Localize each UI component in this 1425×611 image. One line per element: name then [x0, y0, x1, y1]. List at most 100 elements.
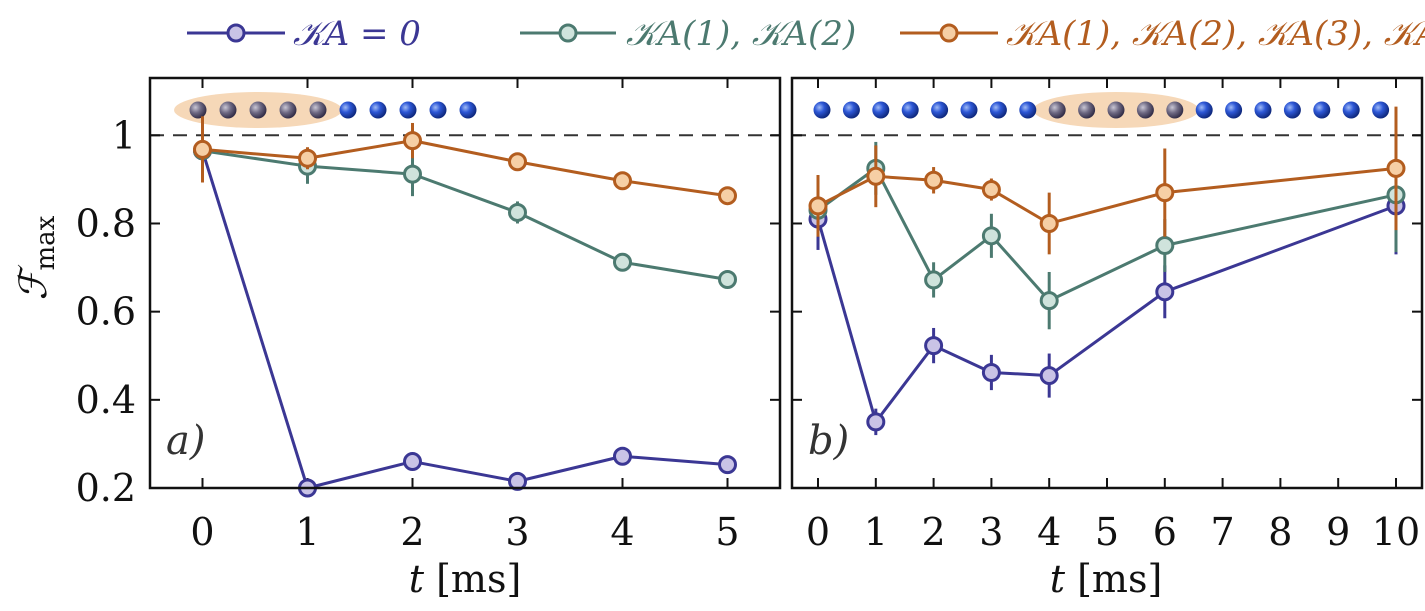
data-point-a-1: [508, 202, 527, 222]
atom: [459, 101, 477, 119]
atom-highlighted: [1048, 101, 1066, 119]
data-point-a-2: [193, 139, 212, 159]
y-tick-label-a: 0.6: [76, 290, 136, 334]
data-point-a-2: [613, 171, 632, 191]
svg-text:t [ms]: t [ms]: [1050, 557, 1163, 601]
series-line-b-1: [817, 166, 1397, 303]
atom: [1254, 101, 1272, 119]
atom: [931, 101, 949, 119]
atom: [842, 101, 860, 119]
series-line-a-1: [202, 149, 728, 281]
data-point-a-2: [508, 152, 527, 172]
atom: [1313, 101, 1331, 119]
atom: [813, 101, 831, 119]
x-tick-label-a: 3: [505, 510, 529, 554]
data-point-a-0: [508, 471, 527, 491]
legend: 𝒦A = 0 𝒦A(1), 𝒦A(2) 𝒦A(1), 𝒦A(2), 𝒦A(3),…: [187, 14, 1425, 54]
legend-label-ka-two-ops: 𝒦A(1), 𝒦A(2): [626, 14, 856, 54]
atom: [1342, 101, 1360, 119]
data-point-b-1: [924, 270, 944, 290]
x-axis-title-a: t [ms]: [409, 557, 522, 601]
series-line-a-0: [201, 150, 728, 490]
legend-entry-ka-four-ops: 𝒦A(1), 𝒦A(2), 𝒦A(3), 𝒦A(4): [900, 14, 1425, 54]
legend-label-ka-four-ops: 𝒦A(1), 𝒦A(2), 𝒦A(3), 𝒦A(4): [1006, 14, 1425, 54]
y-tick-label-a: 0.4: [76, 378, 136, 422]
atom: [872, 101, 890, 119]
data-point-b-0: [1155, 282, 1175, 302]
data-point-b-2: [1039, 213, 1059, 233]
x-tick-label-b: 9: [1326, 510, 1350, 554]
data-point-a-0: [613, 446, 632, 466]
data-point-b-2: [981, 180, 1001, 200]
x-axis-title-a-unit: [ms]: [436, 557, 521, 601]
x-tick-label-a: 4: [610, 510, 634, 554]
atom-highlighted: [219, 101, 237, 119]
data-point-b-0: [981, 362, 1001, 382]
atom-highlighted: [309, 101, 327, 119]
data-point-b-0: [1039, 366, 1059, 386]
atom: [1019, 101, 1037, 119]
data-point-a-1: [403, 164, 422, 184]
data-point-a-2: [718, 186, 737, 206]
panel-b-label: b): [808, 418, 849, 464]
y-tick-label-a: 1: [112, 113, 136, 157]
panel-b: 0 1 2 3 4 5 6 7 8 9 10 b) t [ms]: [790, 76, 1424, 601]
x-tick-label-a: 0: [190, 510, 214, 554]
data-point-b-2: [1155, 183, 1175, 203]
x-tick-label-b: 7: [1211, 510, 1235, 554]
data-point-b-2: [1386, 158, 1406, 178]
data-point-b-0: [924, 336, 944, 356]
data-point-a-1: [718, 269, 737, 289]
x-axis-title-b-var: t: [1050, 557, 1066, 601]
x-tick-label-b: 3: [979, 510, 1003, 554]
data-point-a-2: [298, 148, 317, 168]
svg-text:t [ms]: t [ms]: [409, 557, 522, 601]
legend-entry-ka-two-ops: 𝒦A(1), 𝒦A(2): [520, 14, 856, 54]
x-tick-label-b: 5: [1095, 510, 1119, 554]
data-point-a-1: [613, 252, 632, 272]
x-tick-label-b: 0: [806, 510, 830, 554]
atom-highlighted: [1078, 101, 1096, 119]
panel-a-label: a): [166, 418, 205, 464]
x-tick-label-b: 2: [922, 510, 946, 554]
x-tick-label-b: 6: [1153, 510, 1177, 554]
x-axis-title-a-var: t: [409, 557, 425, 601]
atom: [369, 101, 387, 119]
atom: [1283, 101, 1301, 119]
x-tick-label-b: 10: [1372, 510, 1420, 554]
y-tick-label-a: 0.8: [76, 201, 136, 245]
atom: [429, 101, 447, 119]
data-point-b-1: [981, 226, 1001, 246]
y-axis-title: ℱmax: [11, 215, 61, 300]
data-point-a-0: [403, 452, 422, 472]
x-axis-title-b-unit: [ms]: [1077, 557, 1162, 601]
series-line-b-0: [816, 204, 1397, 424]
panel-a-frame: [148, 76, 782, 490]
x-tick-label-a: 2: [400, 510, 424, 554]
series-line-a-2: [202, 139, 728, 198]
atom: [960, 101, 978, 119]
x-tick-label-b: 8: [1268, 510, 1292, 554]
y-axis-title-sub: max: [31, 215, 61, 270]
atom: [1372, 101, 1390, 119]
atom: [399, 101, 417, 119]
data-point-b-2: [866, 166, 886, 186]
data-point-b-1: [1039, 291, 1059, 311]
atom-highlighted: [1107, 101, 1125, 119]
x-axis-title-b: t [ms]: [1050, 557, 1163, 601]
x-tick-label-b: 4: [1037, 510, 1061, 554]
atom-highlighted: [249, 101, 267, 119]
atom: [1225, 101, 1243, 119]
atom-highlighted: [1166, 101, 1184, 119]
data-point-a-0: [718, 455, 737, 475]
atom: [901, 101, 919, 119]
svg-text:ℱmax: ℱmax: [11, 215, 61, 300]
atom: [1195, 101, 1213, 119]
data-point-a-2: [403, 131, 422, 151]
atom: [339, 101, 357, 119]
panel-b-frame: [790, 76, 1424, 490]
atom-highlighted: [1136, 101, 1154, 119]
x-tick-label-b: 1: [864, 510, 888, 554]
data-point-b-1: [1155, 236, 1175, 256]
